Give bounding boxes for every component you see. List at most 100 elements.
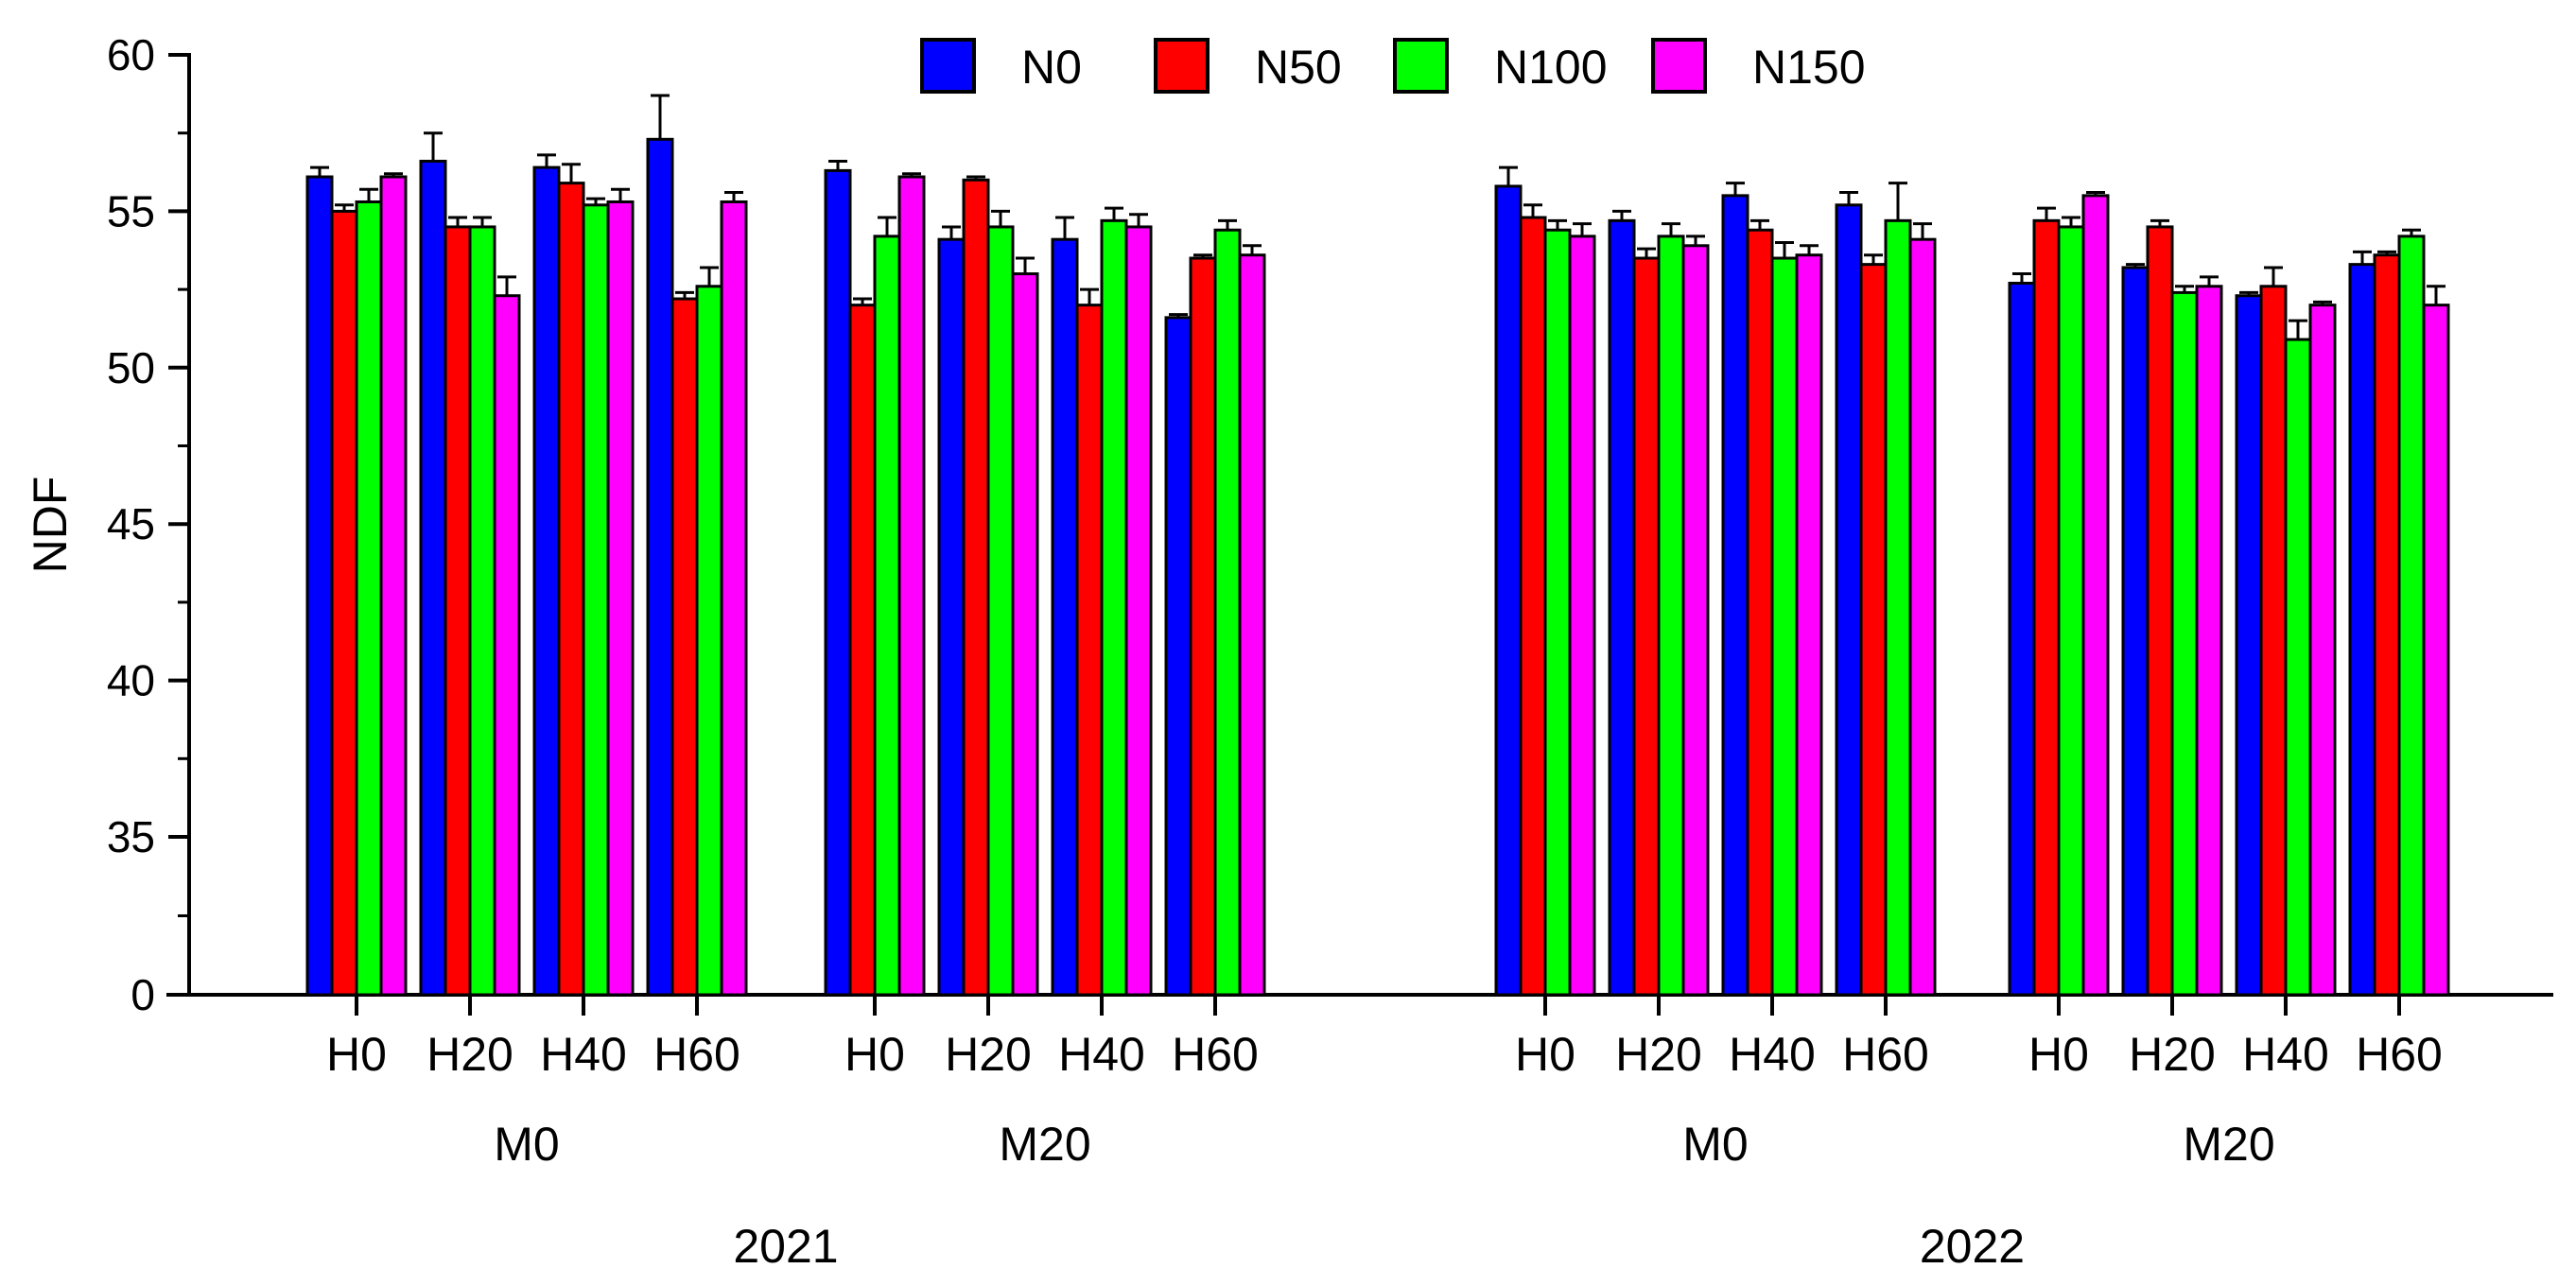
bar-2021-M0-H60-N150	[720, 200, 748, 997]
bar-2022-M20-H20-N150	[2195, 285, 2223, 997]
y-tick-label-45: 45	[107, 499, 155, 548]
x-tick-label-H60: H60	[2356, 1028, 2443, 1081]
x-tick-label-H40: H40	[1729, 1028, 1816, 1081]
bar-2022-M20-H20-N100	[2170, 290, 2199, 997]
bar-2022-M20-H40-N50	[2259, 285, 2288, 997]
bar-2022-M0-H0-N0	[1494, 184, 1523, 997]
bar-2021-M20-H0-N0	[824, 168, 852, 997]
y-axis-title: NDF	[24, 477, 77, 574]
bar-2022-M0-H0-N100	[1543, 228, 1572, 997]
bar-2021-M20-H40-N50	[1075, 304, 1104, 997]
x-tick-label-H20: H20	[1615, 1028, 1702, 1081]
bar-2022-M20-H40-N0	[2235, 294, 2263, 997]
legend-swatch-N0	[920, 38, 976, 94]
bar-2022-M0-H0-N150	[1568, 235, 1596, 997]
x-tick-label-H0: H0	[326, 1028, 387, 1081]
bar-2021-M0-H0-N50	[330, 209, 358, 997]
year-label-2022: 2022	[1920, 1220, 2025, 1273]
bar-2022-M0-H60-N50	[1859, 263, 1888, 997]
bar-2022-M0-H60-N0	[1835, 203, 1863, 997]
bar-2021-M0-H0-N150	[379, 175, 408, 997]
bar-2022-M0-H20-N100	[1657, 235, 1685, 997]
bar-2022-M0-H0-N50	[1519, 216, 1547, 997]
y-tick-label-55: 55	[107, 186, 155, 235]
bar-2021-M20-H60-N50	[1189, 256, 1217, 997]
bar-2021-M0-H20-N150	[493, 294, 521, 997]
bar-2021-M0-H0-N100	[355, 200, 383, 997]
bar-2021-M0-H40-N100	[582, 203, 610, 997]
bar-2021-M20-H60-N150	[1238, 253, 1266, 997]
legend-label-N50: N50	[1255, 41, 1342, 94]
bar-2021-M0-H40-N50	[557, 182, 585, 997]
y-tick-label-0: 0	[131, 970, 155, 1019]
bar-2021-M0-H20-N0	[419, 159, 447, 997]
legend-label-N0: N0	[1021, 41, 1082, 94]
x-tick-label-H40: H40	[540, 1028, 627, 1081]
bar-2021-M20-H20-N100	[986, 225, 1015, 997]
group-label-M0: M0	[494, 1118, 559, 1171]
x-tick-label-H20: H20	[426, 1028, 513, 1081]
bar-2022-M20-H60-N150	[2422, 304, 2450, 997]
bar-2022-M0-H20-N0	[1608, 218, 1636, 997]
y-tick-label-60: 60	[107, 30, 155, 79]
bar-2022-M20-H40-N150	[2308, 304, 2337, 997]
x-tick-label-H60: H60	[1842, 1028, 1929, 1081]
bar-2021-M20-H20-N150	[1011, 272, 1039, 997]
bar-2021-M20-H60-N0	[1164, 316, 1192, 997]
bar-2021-M0-H60-N0	[646, 137, 674, 997]
bar-2021-M20-H0-N150	[897, 175, 926, 997]
bar-2022-M0-H40-N0	[1721, 194, 1749, 997]
legend-swatch-N100	[1393, 38, 1449, 94]
y-tick-label-50: 50	[107, 343, 155, 392]
bar-2022-M0-H60-N100	[1884, 218, 1912, 997]
bar-2021-M0-H20-N50	[444, 225, 472, 997]
bar-2022-M20-H60-N50	[2373, 253, 2401, 997]
group-label-M20: M20	[999, 1118, 1090, 1171]
year-label-2021: 2021	[733, 1220, 838, 1273]
bar-2022-M0-H20-N150	[1681, 244, 1710, 997]
x-tick-label-H60: H60	[653, 1028, 740, 1081]
x-tick-label-H0: H0	[844, 1028, 905, 1081]
bar-2021-M20-H0-N50	[848, 304, 877, 997]
x-tick-label-H40: H40	[1058, 1028, 1145, 1081]
x-tick-label-H0: H0	[2028, 1028, 2089, 1081]
x-tick-label-H60: H60	[1172, 1028, 1259, 1081]
bar-2021-M20-H20-N50	[962, 178, 990, 997]
bar-2021-M20-H0-N100	[873, 235, 901, 997]
bar-2021-M20-H40-N0	[1051, 237, 1079, 997]
y-tick-label-35: 35	[107, 812, 155, 861]
bar-2022-M20-H0-N50	[2032, 218, 2061, 997]
bar-2022-M0-H40-N150	[1795, 253, 1823, 997]
group-label-M20: M20	[2183, 1118, 2274, 1171]
bar-2022-M20-H60-N0	[2348, 263, 2376, 997]
bar-2022-M0-H20-N50	[1632, 256, 1661, 997]
bar-2022-M0-H40-N50	[1746, 228, 1774, 997]
bar-2022-M20-H20-N0	[2121, 266, 2150, 997]
legend-swatch-N50	[1154, 38, 1210, 94]
group-label-M0: M0	[1682, 1118, 1748, 1171]
x-tick-label-H40: H40	[2242, 1028, 2329, 1081]
x-tick-label-H20: H20	[2129, 1028, 2216, 1081]
bar-2022-M20-H0-N150	[2081, 194, 2110, 997]
bar-2022-M0-H60-N150	[1908, 237, 1937, 997]
bar-2022-M20-H60-N100	[2397, 235, 2426, 997]
legend-label-N150: N150	[1752, 41, 1866, 94]
bar-2022-M20-H0-N0	[2008, 281, 2036, 997]
legend-swatch-N150	[1651, 38, 1707, 94]
bar-2021-M0-H20-N100	[468, 225, 496, 997]
bar-2021-M0-H0-N0	[305, 175, 334, 997]
x-tick-label-H0: H0	[1515, 1028, 1575, 1081]
bar-2022-M0-H40-N100	[1770, 256, 1799, 997]
bar-2021-M20-H20-N0	[937, 237, 966, 997]
bar-2021-M0-H60-N100	[695, 285, 723, 997]
x-tick-label-H20: H20	[945, 1028, 1032, 1081]
bar-2022-M20-H0-N100	[2057, 225, 2085, 997]
bar-2022-M20-H40-N100	[2284, 338, 2312, 997]
bar-2021-M20-H60-N100	[1213, 228, 1242, 997]
bar-2022-M20-H20-N50	[2146, 225, 2174, 997]
bar-2021-M20-H40-N150	[1124, 225, 1153, 997]
legend-label-N100: N100	[1494, 41, 1608, 94]
y-tick-label-40: 40	[107, 656, 155, 705]
